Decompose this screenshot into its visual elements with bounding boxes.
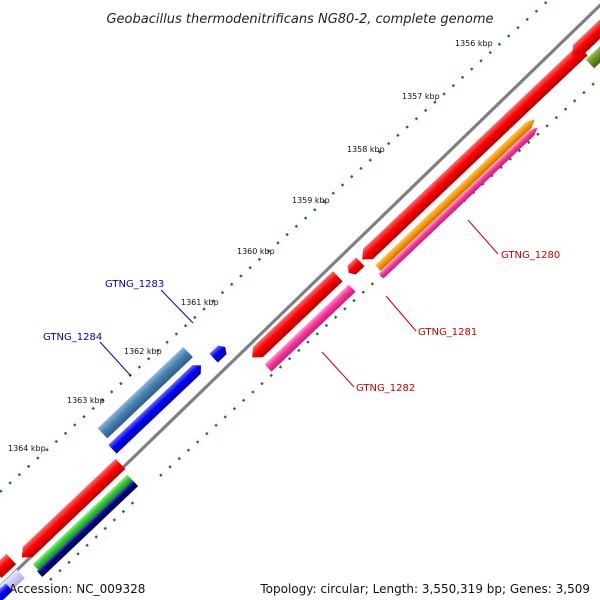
tick-label: 1361 kbp (181, 298, 219, 307)
tick-label: 1363 kbp (67, 396, 105, 405)
tick-label: 1359 kbp (292, 196, 330, 205)
gene-gtng-1280[interactable] (357, 45, 588, 264)
gene-label-gtng-1283[interactable]: GTNG_1283 (105, 279, 164, 290)
tick-label: 1356 kbp (455, 39, 493, 48)
inner-tick-track-1 (159, 77, 600, 477)
gene-gtng-1281[interactable] (345, 257, 365, 278)
tick-label: 1360 kbp (237, 247, 275, 256)
gene-gtng-1284[interactable] (97, 346, 193, 439)
gene-gtng-1282-rna[interactable] (264, 284, 356, 372)
callout-gtng-1283 (160, 289, 194, 324)
genome-title: Geobacillus thermodenitrificans NG80-2, … (106, 12, 493, 27)
tick-label: 1362 kbp (124, 347, 162, 356)
gene-lower-green[interactable] (32, 474, 133, 570)
gene-upper-right[interactable] (567, 3, 600, 61)
gene-bottom-left-red[interactable] (0, 554, 17, 578)
gene-gtng-1283[interactable] (209, 343, 230, 363)
gene-lower-red[interactable] (17, 458, 126, 563)
gene-label-gtng-1284[interactable]: GTNG_1284 (43, 332, 102, 343)
tick-labels: 1356 kbp 1357 kbp 1358 kbp 1359 kbp 1360… (8, 39, 493, 453)
genome-summary: Topology: circular; Length: 3,550,319 bp… (260, 582, 590, 596)
outer-tick-track (0, 0, 551, 493)
callout-gtng-1284 (99, 341, 132, 377)
tick-label: 1357 kbp (402, 92, 440, 101)
callout-gtng-1280 (467, 219, 499, 255)
gene-label-gtng-1282[interactable]: GTNG_1282 (356, 383, 415, 394)
gene-bottom-left-blue[interactable] (0, 583, 13, 600)
tick-label: 1364 kbp (8, 444, 46, 453)
tick-label: 1358 kbp (347, 145, 385, 154)
gene-label-gtng-1281[interactable]: GTNG_1281 (418, 327, 477, 338)
gene-gtng-1280-rna[interactable] (378, 125, 540, 279)
accession-label: Accession: NC_009328 (9, 582, 146, 596)
gene-gtng-1280-track[interactable] (375, 116, 537, 271)
gene-gtng-1282[interactable] (247, 271, 343, 362)
gene-upper-right-olive[interactable] (585, 32, 600, 69)
gene-lower-navy[interactable] (36, 480, 139, 577)
gene-gtng-1284-blue[interactable] (108, 361, 205, 454)
callout-gtng-1281 (385, 295, 417, 332)
callout-gtng-1282 (321, 351, 355, 388)
gene-label-gtng-1280[interactable]: GTNG_1280 (501, 250, 560, 261)
